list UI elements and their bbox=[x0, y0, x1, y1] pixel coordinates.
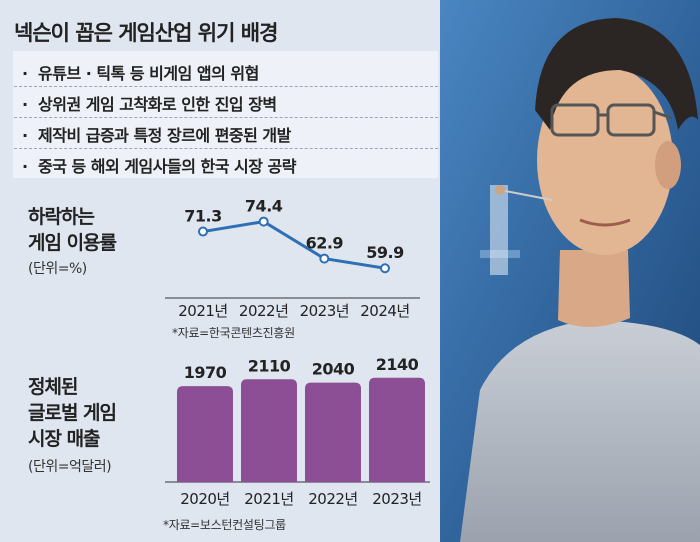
reason-text: 중국 등 해외 게임사들의 한국 시장 공략 bbox=[38, 157, 296, 176]
chart1-unit: (단위=%) bbox=[28, 261, 87, 277]
series-line bbox=[202, 220, 386, 270]
data-label: 59.9 bbox=[366, 243, 404, 262]
reason-item: · 상위권 게임 고착화로 인한 진입 장벽 bbox=[22, 91, 277, 115]
chart2-title-line2: 글로벌 게임 bbox=[28, 402, 117, 424]
chart1-title-line2: 게임 이용률 bbox=[28, 232, 117, 254]
data-label: 2040 bbox=[312, 360, 355, 379]
data-label: 2110 bbox=[248, 356, 291, 375]
x-tick-label: 2023년 bbox=[300, 302, 349, 320]
reason-text: 상위권 게임 고착화로 인한 진입 장벽 bbox=[38, 95, 277, 114]
chart2-title-line1: 정체된 bbox=[28, 376, 78, 398]
bar bbox=[241, 379, 297, 482]
x-tick-label: 2021년 bbox=[178, 302, 227, 320]
x-tick-label: 2024년 bbox=[360, 302, 409, 320]
bullet-icon: · bbox=[22, 95, 28, 114]
reason-divider bbox=[14, 148, 438, 149]
reason-item: · 유튜브 · 틱톡 등 비게임 앱의 위협 bbox=[22, 60, 259, 84]
bullet-icon: · bbox=[22, 126, 28, 145]
reason-item: · 중국 등 해외 게임사들의 한국 시장 공략 bbox=[22, 153, 296, 177]
x-tick-label: 2023년 bbox=[372, 490, 421, 508]
reason-text: 유튜브 · 틱톡 등 비게임 앱의 위협 bbox=[38, 64, 259, 83]
main-title: 넥슨이 꼽은 게임산업 위기 배경 bbox=[14, 21, 278, 45]
x-tick-label: 2020년 bbox=[180, 490, 229, 508]
reason-text: 제작비 급증과 특정 장르에 편중된 개발 bbox=[38, 126, 291, 145]
chart1-source: *자료=한국콘텐츠진흥원 bbox=[172, 326, 295, 340]
data-label: 2140 bbox=[376, 355, 419, 374]
person-photo bbox=[440, 0, 700, 542]
chart2-unit: (단위=억달러) bbox=[28, 459, 112, 475]
bullet-icon: · bbox=[22, 157, 28, 176]
bar bbox=[305, 382, 361, 482]
data-point bbox=[380, 263, 390, 274]
data-point bbox=[258, 216, 269, 227]
data-label: 74.4 bbox=[245, 197, 283, 216]
data-point bbox=[198, 226, 208, 237]
reasons-box bbox=[13, 51, 438, 178]
x-tick-label: 2022년 bbox=[239, 302, 288, 320]
line-chart: 71.3 2021년 74.4 2022년 62.9 2023년 59.9 2024년 bbox=[165, 197, 420, 320]
data-point bbox=[319, 253, 330, 264]
data-label: 62.9 bbox=[306, 234, 344, 253]
x-tick-label: 2022년 bbox=[308, 490, 357, 508]
bar bbox=[177, 386, 233, 482]
bar-chart: 1970 2020년 2110 2021년 2040 2022년 2140 2023년 bbox=[165, 355, 430, 508]
reason-divider bbox=[14, 86, 438, 87]
data-label: 71.3 bbox=[184, 207, 221, 226]
reason-divider bbox=[14, 117, 438, 118]
chart1-title-line1: 하락하는 bbox=[28, 206, 95, 228]
bullet-icon: · bbox=[22, 64, 28, 83]
bar bbox=[369, 377, 425, 482]
data-label: 1970 bbox=[184, 363, 227, 382]
x-tick-label: 2021년 bbox=[244, 490, 293, 508]
chart2-source: *자료=보스턴컨설팅그룹 bbox=[163, 518, 286, 532]
person-photo-icon bbox=[440, 0, 700, 542]
chart2-title-line3: 시장 매출 bbox=[28, 428, 101, 450]
reason-item: · 제작비 급증과 특정 장르에 편중된 개발 bbox=[22, 122, 291, 146]
